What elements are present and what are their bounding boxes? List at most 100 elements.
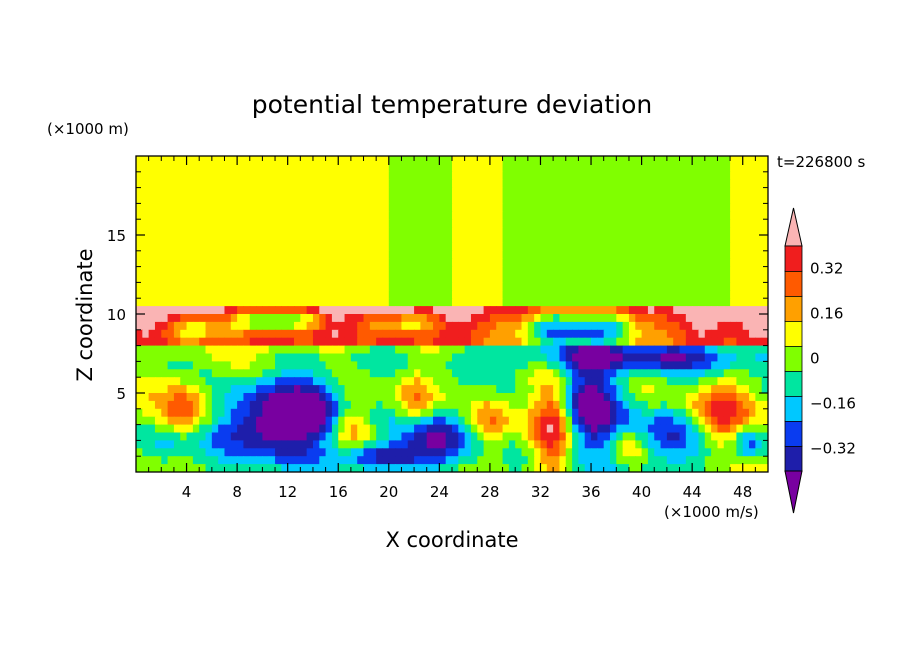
field-cell [433,179,440,189]
field-cell [281,195,289,204]
field-cell [230,219,238,228]
field-cell [287,440,295,449]
field-cell [515,440,523,449]
field-cell [173,369,181,378]
field-cell [641,219,649,228]
field-cell [287,274,295,283]
field-cell [483,321,491,331]
field-cell [325,345,333,355]
field-cell [717,306,725,315]
field-cell [275,211,282,220]
field-cell [641,306,649,315]
field-cell [711,432,719,441]
field-cell [395,369,403,378]
field-cell [331,393,339,402]
field-cell [452,456,459,465]
field-cell [407,171,415,181]
field-cell [211,385,219,394]
field-cell [300,203,308,212]
field-cell [666,242,674,252]
field-cell [515,195,523,204]
field-cell [660,171,668,181]
field-cell [578,179,586,189]
field-cell [502,258,510,268]
field-cell [161,440,169,449]
field-cell [180,377,188,386]
field-cell [452,266,459,276]
field-cell [319,195,327,204]
field-cell [363,211,371,220]
field-cell [679,282,687,291]
field-cell [692,227,700,236]
field-cell [173,424,181,434]
field-cell [344,163,352,173]
field-cell [439,440,447,449]
field-cell [761,219,768,228]
field-cell [357,203,365,212]
field-cell [388,195,396,204]
field-cell [622,456,630,465]
field-cell [553,314,561,323]
field-cell [186,464,194,472]
field-cell [224,258,232,268]
field-cell [376,314,384,323]
field-cell [445,156,453,165]
field-cell [224,306,232,315]
field-cell [407,163,415,173]
field-cell [464,274,472,283]
field-cell [483,416,491,426]
field-cell [616,219,624,228]
field-cell [357,187,365,197]
field-cell [470,314,478,323]
field-cell [534,361,542,370]
field-cell [230,400,238,410]
field-cell [414,329,421,339]
field-cell [300,298,308,307]
field-cell [742,345,750,355]
field-cell [350,440,358,449]
field-cell [382,187,390,197]
field-cell [628,203,636,212]
field-cell [458,282,466,291]
field-cell [281,432,289,441]
field-cell [692,385,700,394]
field-cell [237,163,245,173]
field-cell [243,219,251,228]
field-cell [534,393,542,402]
field-cell [268,393,276,402]
field-cell [445,242,453,252]
field-cell [287,163,295,173]
field-cell [559,385,567,394]
field-cell [344,219,352,228]
field-cell [654,235,662,244]
field-cell [414,203,421,212]
field-cell [249,369,257,378]
field-cell [268,290,276,299]
field-cell [319,298,327,307]
field-cell [527,369,535,378]
field-cell [186,337,194,347]
field-cell [445,306,453,315]
field-cell [148,258,156,268]
field-cell [294,353,301,362]
field-cell [553,235,561,244]
field-cell [369,321,377,331]
field-cell [477,235,485,244]
field-cell [256,266,263,276]
field-cell [565,408,573,418]
field-cell [148,187,156,197]
field-cell [312,242,320,252]
field-cell [230,464,238,472]
field-cell [363,321,371,331]
field-cell [565,156,573,165]
field-cell [205,211,213,220]
field-cell [641,416,649,426]
field-cell [173,377,181,386]
field-cell [243,290,251,299]
field-cell [167,424,175,434]
field-cell [445,171,453,181]
field-cell [521,235,529,244]
field-cell [527,266,535,276]
field-cell [186,377,194,386]
field-cell [692,306,700,315]
